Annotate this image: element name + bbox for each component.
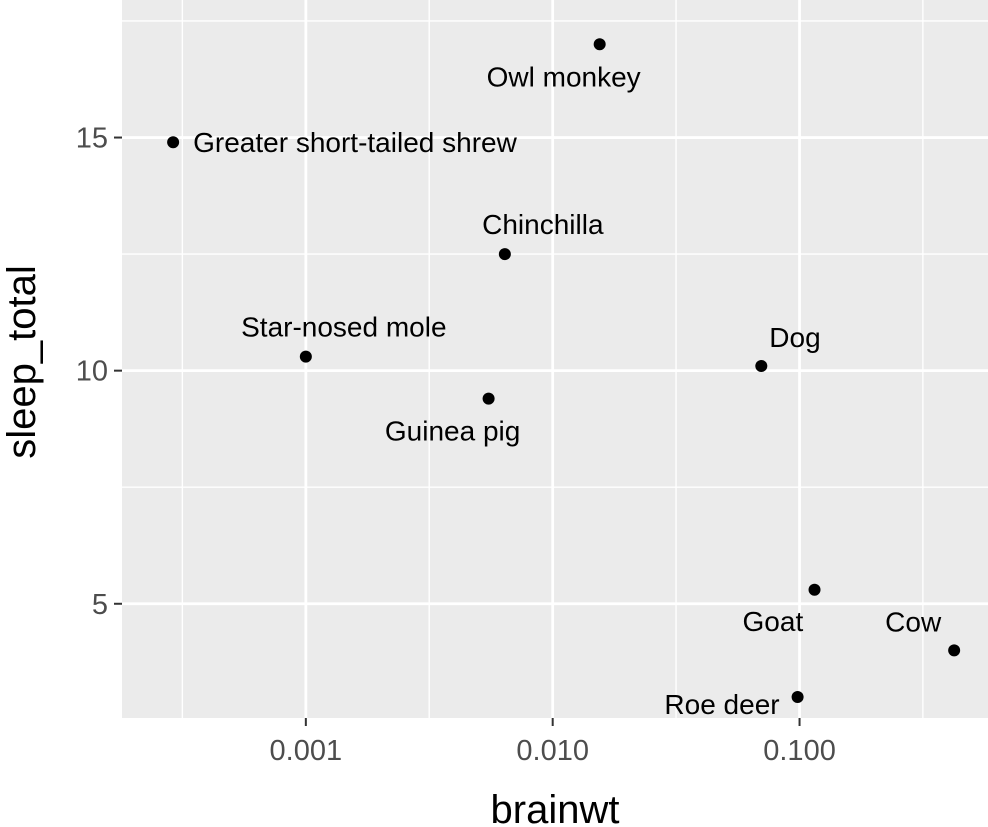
data-point — [808, 583, 821, 596]
x-tick-label: 0.010 — [516, 735, 589, 767]
y-tick-label: 15 — [76, 123, 108, 155]
y-tick-label: 5 — [92, 589, 108, 621]
point-label: Roe deer — [664, 689, 779, 720]
plot-panel — [122, 0, 988, 718]
data-point — [482, 392, 495, 405]
x-tick-label: 0.100 — [763, 735, 836, 767]
minor-gridlines — [122, 0, 988, 722]
point-label: Greater short-tailed shrew — [193, 127, 517, 158]
y-axis-title: sleep_total — [0, 265, 44, 458]
data-point — [791, 691, 804, 704]
point-label: Cow — [885, 606, 942, 637]
data-points — [167, 38, 961, 704]
data-point — [167, 136, 180, 149]
x-axis-title: brainwt — [491, 788, 620, 827]
data-point — [755, 359, 768, 372]
point-label: Dog — [769, 322, 820, 353]
x-axis: 0.001 0.010 0.100 — [270, 718, 836, 767]
data-point — [948, 644, 961, 657]
point-label: Star-nosed mole — [241, 312, 446, 343]
point-label: Goat — [743, 606, 804, 637]
point-label: Guinea pig — [385, 416, 520, 447]
point-label: Owl monkey — [487, 61, 641, 92]
data-point — [498, 248, 511, 261]
data-point — [299, 350, 312, 363]
point-labels: Owl monkey Greater short-tailed shrew Chin… — [193, 61, 942, 720]
y-tick-label: 10 — [76, 356, 108, 388]
y-axis: 5 10 15 — [76, 123, 122, 621]
x-tick-label: 0.001 — [270, 735, 343, 767]
data-point — [593, 38, 606, 51]
point-label: Chinchilla — [482, 209, 604, 240]
